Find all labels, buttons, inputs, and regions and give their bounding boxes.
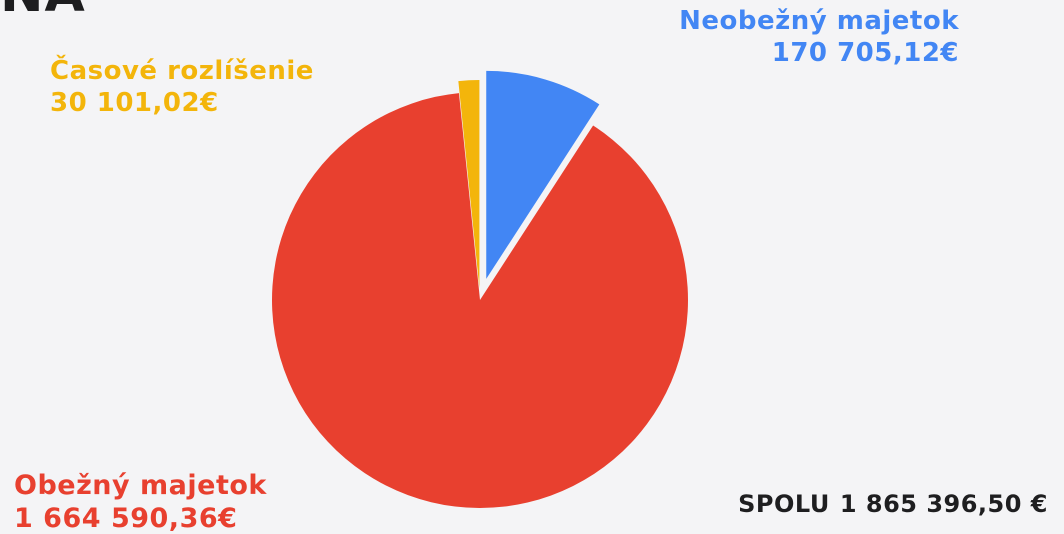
series-name-neobezny-majetok: Neobežný majetok: [679, 6, 959, 36]
page-heading-fragment: NA: [0, 0, 86, 24]
legend-label-neobezny-majetok: Neobežný majetok 170 705,12€: [679, 6, 959, 69]
pie-slices: [272, 70, 689, 509]
slice-neobezny-majetok: [486, 70, 600, 279]
slice-casove-rozlisenie: [458, 80, 480, 289]
data-label-casove-rozlisenie: 30 101,02€: [50, 87, 219, 118]
legend-label-casove-rozlisenie: Časové rozlíšenie 30 101,02€: [50, 56, 314, 119]
series-name-casove-rozlisenie: Časové rozlíšenie: [50, 56, 314, 86]
data-label-obezny-majetok: 1 664 590,36€: [14, 502, 238, 534]
slice-obezny-majetok: [272, 93, 689, 509]
total-summary: SPOLU 1 865 396,50 €: [738, 490, 1048, 518]
legend-label-obezny-majetok: Obežný majetok 1 664 590,36€: [14, 470, 267, 534]
total-label: SPOLU: [738, 490, 830, 518]
total-value: 1 865 396,50 €: [839, 490, 1048, 518]
data-label-neobezny-majetok: 170 705,12€: [771, 37, 959, 68]
series-name-obezny-majetok: Obežný majetok: [14, 470, 267, 501]
